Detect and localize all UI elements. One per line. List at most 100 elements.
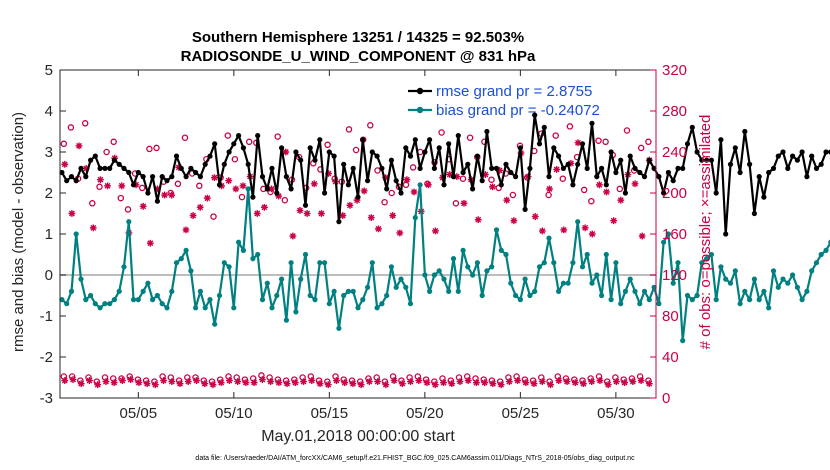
bias-point bbox=[169, 288, 175, 294]
bias-point bbox=[83, 297, 89, 303]
bias-legend-marker bbox=[416, 106, 424, 114]
rmse-point bbox=[470, 186, 476, 192]
obs-assimilated-marker bbox=[596, 377, 604, 384]
bias-point bbox=[637, 301, 643, 307]
obs-assimilated-marker bbox=[104, 182, 111, 190]
obs-possible-marker bbox=[110, 138, 117, 146]
bias-point bbox=[613, 260, 619, 266]
obs-assimilated-marker bbox=[612, 378, 620, 385]
bias-point bbox=[670, 280, 676, 286]
obs-assimilated-marker bbox=[460, 199, 468, 207]
bias-point bbox=[159, 301, 165, 307]
obs-possible-marker bbox=[495, 184, 502, 192]
bias-point bbox=[708, 251, 715, 258]
obs-assimilated-marker bbox=[581, 224, 589, 232]
obs-possible-marker bbox=[345, 126, 353, 133]
bias-point bbox=[111, 297, 117, 303]
bias-point bbox=[388, 264, 394, 270]
obs-assimilated-marker bbox=[275, 379, 283, 387]
bias-point bbox=[369, 260, 375, 266]
rmse-point bbox=[384, 186, 390, 192]
rmse-point bbox=[460, 169, 466, 176]
obs-assimilated-marker bbox=[193, 377, 200, 384]
bias-point bbox=[427, 288, 433, 294]
rmse-point bbox=[154, 198, 160, 204]
bias-point bbox=[446, 288, 452, 294]
rmse-point bbox=[245, 161, 251, 167]
rmse-point bbox=[465, 161, 471, 167]
bias-point bbox=[360, 297, 366, 303]
obs-assimilated-marker bbox=[234, 378, 242, 385]
rmse-point bbox=[794, 157, 801, 163]
rmse-point bbox=[536, 141, 543, 147]
obs-assimilated-marker bbox=[489, 183, 496, 191]
obs-assimilated-marker bbox=[184, 378, 192, 385]
rmse-point bbox=[818, 161, 824, 167]
footnote: data file: /Users/raeder/DAI/ATM_forcXX/… bbox=[195, 455, 635, 462]
obs-possible-marker bbox=[438, 129, 445, 136]
rmse-point bbox=[541, 124, 547, 130]
rmse-point bbox=[718, 137, 724, 143]
rmse-point bbox=[546, 174, 552, 180]
bias-point bbox=[255, 251, 261, 258]
rmse-point bbox=[809, 153, 815, 159]
bias-point bbox=[751, 276, 758, 282]
rmse-point bbox=[88, 157, 94, 163]
bias-point bbox=[341, 292, 347, 299]
obs-assimilated-marker bbox=[324, 381, 332, 389]
rmse-point bbox=[704, 157, 710, 163]
obs-assimilated-marker bbox=[161, 191, 168, 199]
rmse-point bbox=[570, 182, 576, 188]
bias-point bbox=[193, 305, 199, 311]
rmse-point bbox=[178, 165, 184, 171]
bias-point bbox=[326, 301, 332, 307]
rmse-point bbox=[345, 182, 351, 188]
x-tick-label: 05/30 bbox=[597, 405, 635, 422]
y2-tick-label: 320 bbox=[662, 62, 687, 79]
obs-assimilated-marker bbox=[146, 239, 154, 247]
rmse-point bbox=[298, 157, 304, 163]
bias-point bbox=[661, 239, 667, 245]
chart-subtitle: RADIOSONDE_U_WIND_COMPONENT @ 831 hPa bbox=[181, 48, 536, 65]
obs-possible-marker bbox=[381, 198, 388, 206]
bias-point bbox=[173, 260, 180, 266]
bias-point bbox=[412, 215, 418, 221]
obs-assimilated-marker bbox=[571, 379, 579, 387]
bias-point bbox=[259, 297, 266, 303]
bias-point bbox=[732, 268, 738, 274]
obs-assimilated-marker bbox=[503, 196, 511, 204]
bias-point bbox=[522, 276, 528, 282]
obs-assimilated-marker bbox=[217, 379, 225, 387]
rmse-point bbox=[431, 165, 437, 171]
obs-assimilated-marker bbox=[621, 379, 629, 387]
rmse-point bbox=[188, 165, 194, 171]
rmse-point bbox=[355, 194, 361, 200]
bias-point bbox=[365, 284, 371, 290]
rmse-point bbox=[575, 161, 581, 167]
bias-point bbox=[804, 288, 810, 294]
obs-assimilated-marker bbox=[316, 380, 324, 388]
rmse-point bbox=[293, 149, 299, 155]
obs-assimilated-marker bbox=[446, 171, 454, 178]
obs-assimilated-marker bbox=[139, 202, 147, 210]
y-axis-label: rmse and bias (model - observation) bbox=[10, 112, 27, 352]
rmse-point bbox=[73, 178, 79, 184]
obs-assimilated-marker bbox=[209, 381, 217, 389]
bias-point bbox=[336, 325, 342, 331]
bias-point bbox=[68, 288, 75, 294]
rmse-point bbox=[723, 231, 729, 237]
obs-assimilated-marker bbox=[473, 379, 480, 387]
obs-assimilated-marker bbox=[629, 378, 637, 385]
obs-assimilated-marker bbox=[97, 176, 104, 184]
bias-point bbox=[727, 280, 734, 286]
obs-assimilated-marker bbox=[574, 139, 582, 147]
obs-assimilated-marker bbox=[160, 377, 167, 384]
obs-possible-marker bbox=[409, 164, 417, 171]
rmse-point bbox=[159, 174, 165, 180]
obs-possible-marker bbox=[138, 184, 146, 192]
obs-assimilated-marker bbox=[357, 381, 365, 389]
obs-assimilated-marker bbox=[260, 203, 268, 211]
bias-point bbox=[470, 272, 476, 278]
obs-possible-marker bbox=[281, 196, 289, 204]
obs-possible-marker bbox=[595, 137, 602, 144]
